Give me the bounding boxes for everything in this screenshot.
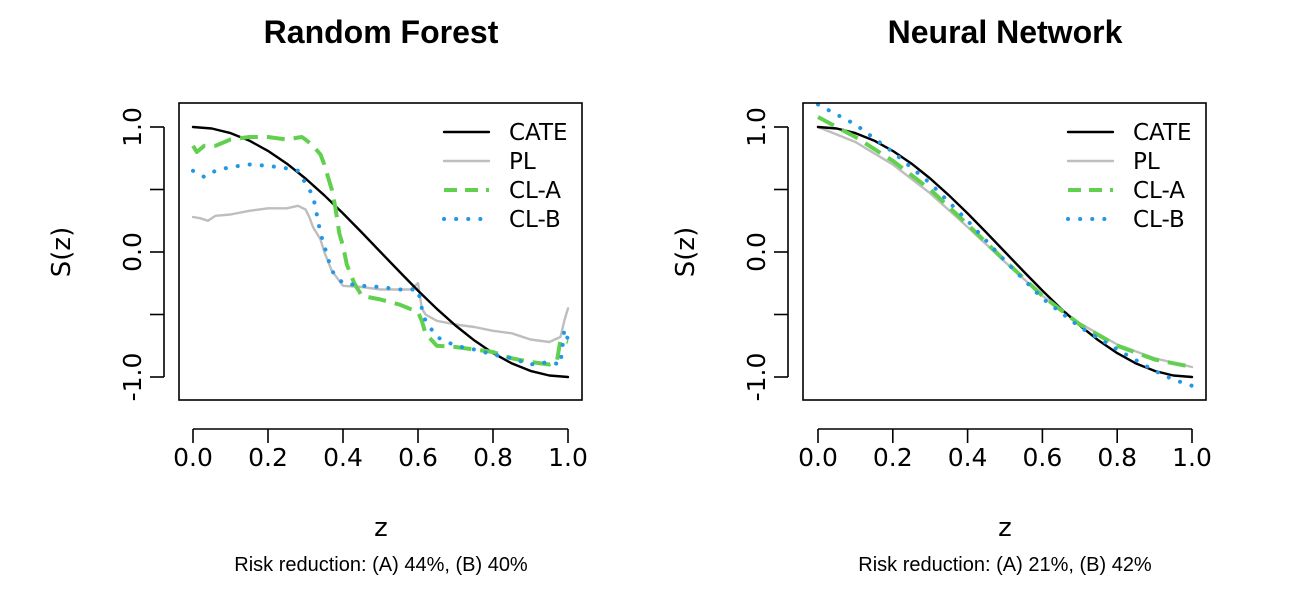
x-tick-label: 0.2 <box>248 443 288 472</box>
x-tick-label: 0.4 <box>948 443 988 472</box>
y-axis: -1.0 0.0 1.0 <box>742 107 789 402</box>
legend-label: CL-A <box>509 178 561 204</box>
legend-label: CL-B <box>509 207 561 233</box>
series-group <box>191 125 570 379</box>
legend-label: PL <box>509 149 536 175</box>
plot-frame <box>802 102 1207 401</box>
panel-1: Random Forest 0.0 0.2 0.4 0.6 0.8 1.0 -1.0 0.0 1.… <box>47 14 588 576</box>
x-tick-label: 0.0 <box>798 443 838 472</box>
y-tick-label: -1.0 <box>742 353 771 402</box>
risk-reduction-note: Risk reduction: (A) 44%, (B) 40% <box>234 554 528 576</box>
x-tick-label: 0.8 <box>473 443 513 472</box>
plot-frame <box>178 102 583 401</box>
x-tick-label: 0.6 <box>398 443 438 472</box>
y-axis-label: S(z) <box>671 227 701 277</box>
legend-label: PL <box>1133 149 1160 175</box>
x-tick-label: 0.0 <box>173 443 213 472</box>
legend: CATE PL CL-A CL-B <box>442 120 568 233</box>
x-tick-label: 0.8 <box>1097 443 1137 472</box>
x-tick-label: 0.4 <box>323 443 363 472</box>
x-axis-label: z <box>374 513 388 543</box>
y-tick-label: -1.0 <box>118 353 147 402</box>
series-line-cate <box>191 125 570 379</box>
x-axis-label: z <box>998 513 1012 543</box>
x-tick-label: 0.6 <box>1023 443 1063 472</box>
series-line-cl-a <box>817 115 1193 369</box>
legend-label: CATE <box>509 120 568 146</box>
x-tick-label: 0.2 <box>873 443 913 472</box>
x-axis: 0.0 0.2 0.4 0.6 0.8 1.0 <box>173 428 588 472</box>
panel-2: Neural Network 0.0 0.2 0.4 0.6 0.8 1.0 -1.0 0.0 1… <box>671 14 1212 576</box>
chart-title: Random Forest <box>264 14 499 50</box>
legend-label: CL-B <box>1133 207 1185 233</box>
y-tick-label: 1.0 <box>118 107 147 147</box>
legend-label: CATE <box>1133 120 1192 146</box>
series-line-cl-a <box>191 135 569 367</box>
y-tick-label: 1.0 <box>742 107 771 147</box>
y-tick-label: 0.0 <box>742 232 771 272</box>
legend: CATE PL CL-A CL-B <box>1066 120 1192 233</box>
y-axis: -1.0 0.0 1.0 <box>118 107 165 402</box>
chart-title: Neural Network <box>888 14 1123 50</box>
x-tick-label: 1.0 <box>548 443 588 472</box>
x-axis: 0.0 0.2 0.4 0.6 0.8 1.0 <box>798 428 1212 472</box>
y-tick-label: 0.0 <box>118 232 147 272</box>
series-group <box>816 103 1194 388</box>
risk-reduction-note: Risk reduction: (A) 21%, (B) 42% <box>858 554 1152 576</box>
y-axis-label: S(z) <box>47 227 77 277</box>
legend-label: CL-A <box>1133 178 1185 204</box>
x-tick-label: 1.0 <box>1172 443 1212 472</box>
